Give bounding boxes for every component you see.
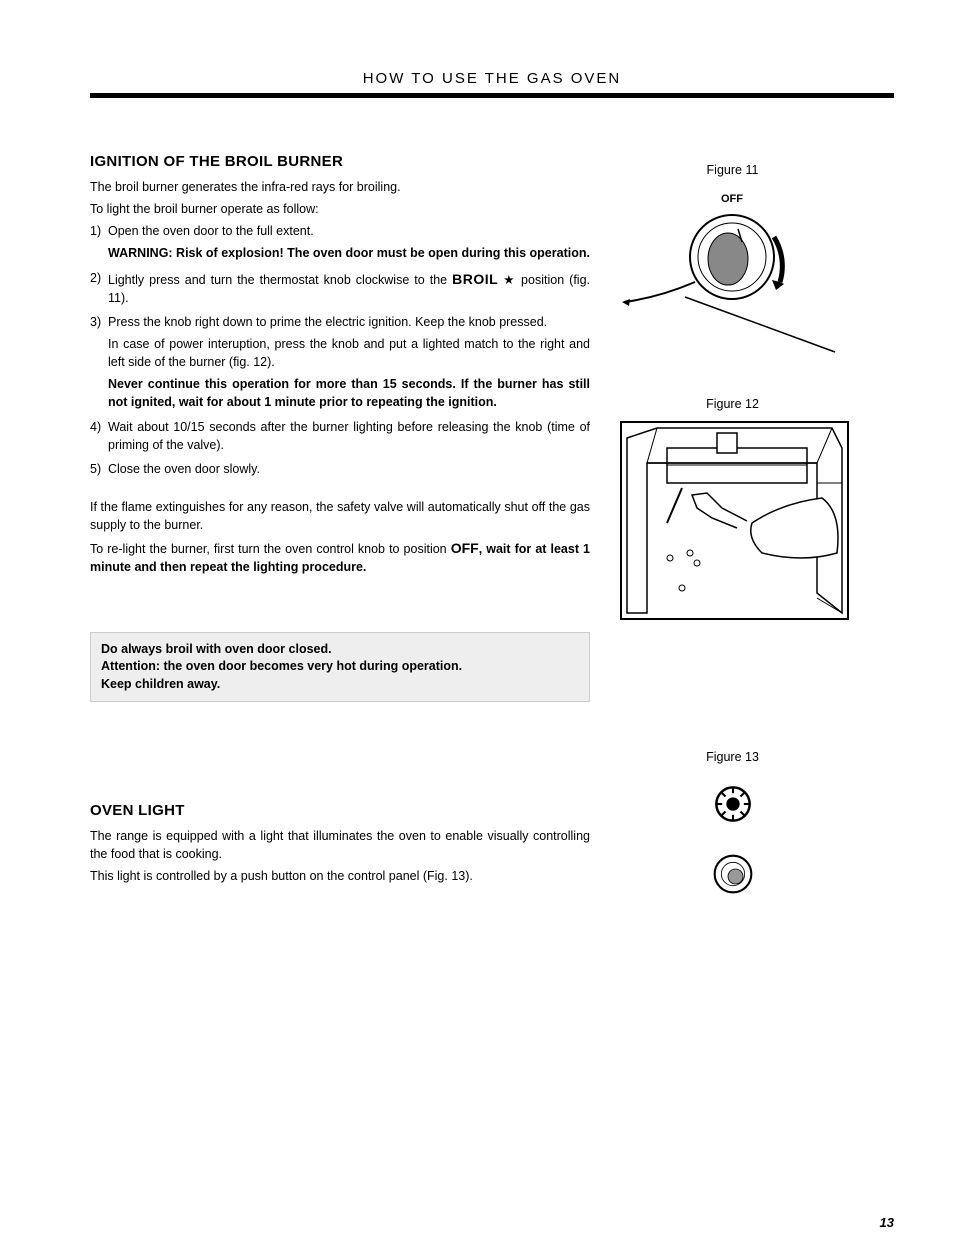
svg-text:OFF: OFF (721, 193, 743, 205)
figure-11-label: Figure 11 (620, 163, 845, 177)
caution-line-1: Do always broil with oven door closed. (101, 641, 579, 659)
step-5-text: Close the oven door slowly. (108, 462, 260, 476)
step-1-text: Open the oven door to the full extent. (108, 224, 314, 238)
section-ovenlight-heading: OVEN LIGHT (90, 802, 590, 819)
caution-line-2: Attention: the oven door becomes very ho… (101, 658, 579, 676)
step-4: Wait about 10/15 seconds after the burne… (90, 418, 590, 454)
step-2-text-a: Lightly press and turn the thermostat kn… (108, 273, 452, 287)
page-number: 13 (880, 1215, 894, 1230)
figures-column: Figure 11 OFF (620, 153, 850, 929)
figure-12: Figure 12 (620, 397, 845, 620)
figure-12-image (620, 421, 849, 620)
caution-box: Do always broil with oven door closed. A… (90, 632, 590, 703)
caution-line-3: Keep children away. (101, 676, 579, 694)
step-1: Open the oven door to the full extent. W… (90, 222, 590, 262)
step-3: Press the knob right down to prime the e… (90, 313, 590, 412)
safety-text-2: To re-light the burner, first turn the o… (90, 538, 590, 576)
safety-text-1: If the flame extinguishes for any reason… (90, 498, 590, 534)
steps-list: Open the oven door to the full extent. W… (90, 222, 590, 478)
ovenlight-p1: The range is equipped with a light that … (90, 827, 590, 863)
figure-11: Figure 11 OFF (620, 163, 845, 367)
ovenlight-p2: This light is controlled by a push butto… (90, 867, 590, 885)
broil-star: ★ (498, 273, 516, 287)
page-title: HOW TO USE THE GAS OVEN (90, 70, 894, 87)
step-4-text: Wait about 10/15 seconds after the burne… (108, 420, 590, 452)
intro-text-1: The broil burner generates the infra-red… (90, 178, 590, 196)
main-text-column: IGNITION OF THE BROIL BURNER The broil b… (90, 153, 590, 929)
intro-text-2: To light the broil burner operate as fol… (90, 200, 590, 218)
header-rule (90, 93, 894, 98)
broil-label: BROIL (452, 271, 498, 287)
section-ignition-heading: IGNITION OF THE BROIL BURNER (90, 153, 590, 170)
step-3-text-a: Press the knob right down to prime the e… (108, 315, 547, 329)
safety-2a: To re-light the burner, first turn the o… (90, 542, 451, 556)
step-3-text-b: In case of power interuption, press the … (108, 335, 590, 371)
off-label: OFF (451, 540, 479, 556)
figure-11-image: OFF (620, 187, 845, 367)
step-3-text-c: Never continue this operation for more t… (108, 375, 590, 411)
figure-13-image (620, 779, 845, 899)
step-1-warning: WARNING: Risk of explosion! The oven doo… (108, 244, 590, 262)
step-5: Close the oven door slowly. (90, 460, 590, 478)
figure-12-label: Figure 12 (620, 397, 845, 411)
step-2: Lightly press and turn the thermostat kn… (90, 269, 590, 307)
figure-13-label: Figure 13 (620, 750, 845, 764)
figure-13: Figure 13 (620, 750, 845, 899)
